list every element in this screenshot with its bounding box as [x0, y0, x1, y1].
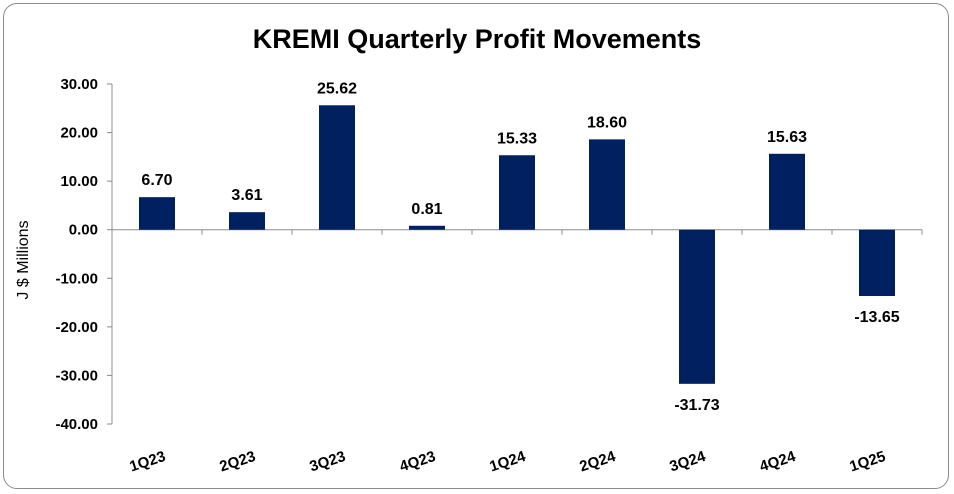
bar — [409, 225, 445, 230]
data-label: 15.63 — [767, 129, 807, 146]
x-category-label: 1Q25 — [848, 448, 888, 476]
bar — [859, 229, 895, 297]
x-category-label: 2Q23 — [218, 448, 258, 476]
x-category-label: 4Q23 — [398, 448, 438, 476]
y-tick-label: -30.00 — [55, 367, 98, 384]
plot-area: 30.00 20.00 10.00 0.00 -10.00 -20.00 -30.00 -40… — [55, 76, 923, 476]
x-category-label: 3Q24 — [668, 448, 709, 476]
x-category-label: 2Q24 — [578, 448, 619, 476]
data-label: 3.61 — [231, 187, 262, 204]
data-label: -31.73 — [674, 397, 719, 414]
data-label: 15.33 — [497, 130, 537, 147]
bar — [499, 155, 535, 230]
x-category-label: 1Q24 — [488, 448, 529, 476]
y-axis-label: J $ Millions — [15, 220, 32, 299]
data-label: 18.60 — [587, 114, 627, 131]
data-label: -13.65 — [854, 309, 899, 326]
y-tick-label: 0.00 — [69, 222, 98, 239]
y-tick-label: 20.00 — [60, 125, 98, 142]
y-tick-label: 10.00 — [60, 173, 98, 190]
data-label: 25.62 — [317, 80, 357, 97]
chart-title: KREMI Quarterly Profit Movements — [253, 24, 702, 54]
data-label: 0.81 — [411, 201, 442, 218]
y-tick-label: 30.00 — [60, 76, 98, 93]
x-category-label: 1Q23 — [128, 448, 168, 476]
bar — [679, 229, 715, 384]
chart-frame — [3, 3, 949, 489]
bar — [769, 153, 805, 230]
y-tick-label: -10.00 — [55, 270, 98, 287]
x-category-label: 4Q24 — [758, 448, 799, 476]
data-label: 6.70 — [141, 172, 172, 189]
bar — [139, 197, 175, 230]
bar — [589, 139, 625, 230]
bar — [229, 212, 265, 230]
bar — [319, 105, 355, 230]
y-tick-label: -20.00 — [55, 319, 98, 336]
x-category-label: 3Q23 — [308, 448, 348, 476]
y-tick-label: -40.00 — [55, 416, 98, 433]
